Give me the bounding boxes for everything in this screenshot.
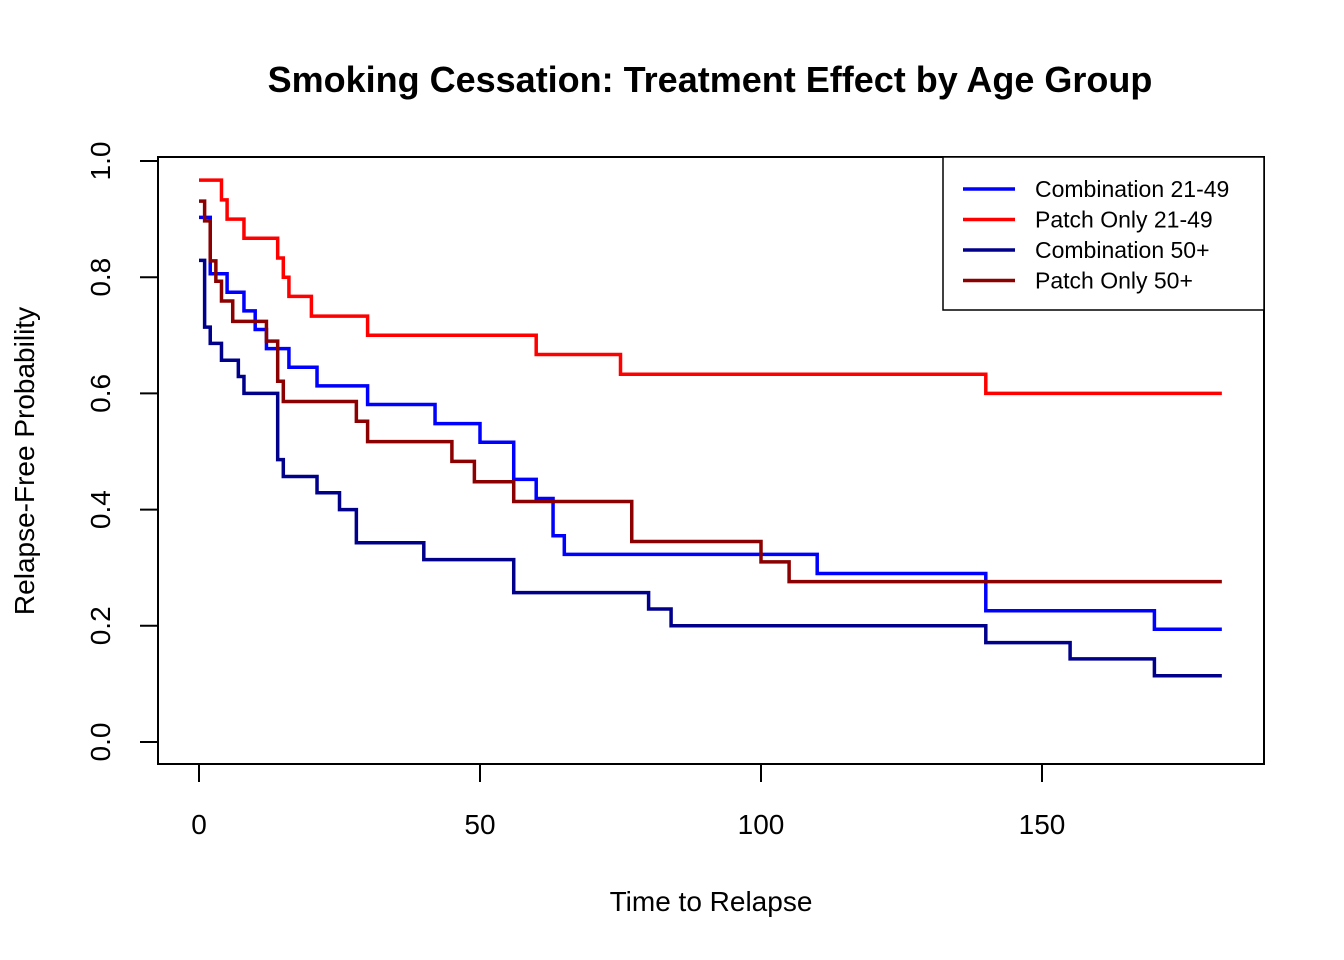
x-tick-label: 100 [738, 809, 785, 840]
legend-label-combination-50: Combination 50+ [1035, 237, 1210, 263]
legend-box [942, 156, 1265, 311]
series-layer [199, 178, 1222, 678]
x-axis: 0 50 100 150 [191, 763, 1066, 840]
series-line-combination-21-49 [199, 215, 1222, 632]
legend: Combination 21-49 Patch Only 21-49 Combina… [942, 156, 1265, 311]
x-axis-label: Time to Relapse [610, 886, 813, 917]
y-tick-label: 0.8 [85, 258, 116, 297]
series-line-combination-50 [199, 258, 1222, 678]
y-tick-label: 0.4 [85, 490, 116, 529]
x-tick-label: 0 [191, 809, 207, 840]
y-tick-label: 1.0 [85, 142, 116, 181]
y-tick-label: 0.0 [85, 723, 116, 762]
series-line-patch-only-21-49 [199, 178, 1222, 396]
y-axis-label: Relapse-Free Probability [9, 307, 40, 615]
legend-label-combination-21-49: Combination 21-49 [1035, 176, 1229, 202]
y-tick-label: 0.6 [85, 374, 116, 413]
series-line-patch-only-50 [199, 199, 1222, 584]
x-tick-label: 150 [1019, 809, 1066, 840]
chart-title: Smoking Cessation: Treatment Effect by A… [268, 59, 1153, 100]
x-tick-label: 50 [464, 809, 495, 840]
y-tick-label: 0.2 [85, 606, 116, 645]
legend-label-patch-only-50: Patch Only 50+ [1035, 268, 1193, 294]
y-axis: 0.0 0.2 0.4 0.6 0.8 1.0 [85, 142, 159, 762]
legend-label-patch-only-21-49: Patch Only 21-49 [1035, 207, 1213, 233]
